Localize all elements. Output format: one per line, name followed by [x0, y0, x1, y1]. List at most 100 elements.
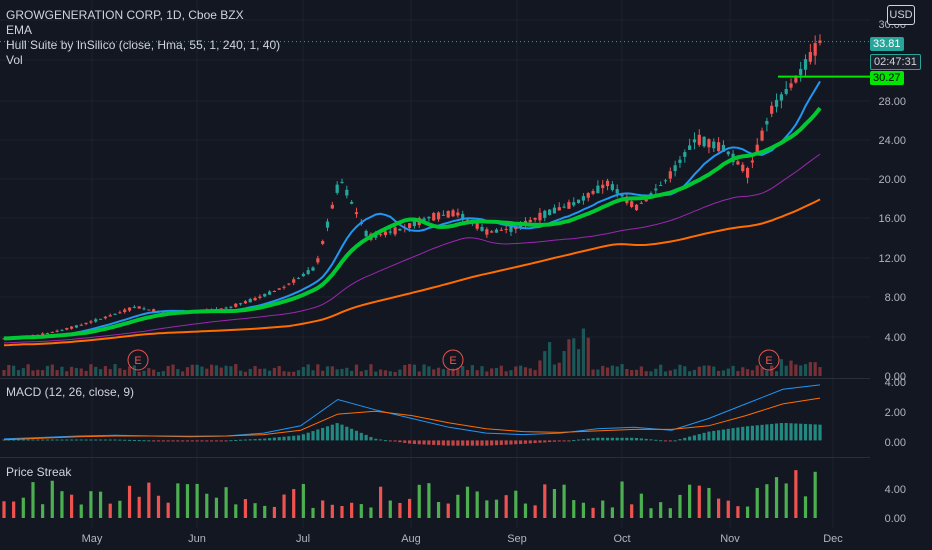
price-candle — [475, 223, 479, 229]
time-axis-tick: Jul — [296, 533, 310, 545]
streak-bar — [234, 504, 238, 518]
earnings-marker[interactable] — [127, 349, 149, 371]
macd-histogram-bar — [41, 439, 45, 441]
macd-histogram-bar — [499, 440, 503, 445]
time-axis-tick: Oct — [613, 533, 630, 545]
sma-purple-line — [3, 153, 821, 344]
volume-bar — [345, 367, 349, 376]
symbol-title[interactable]: GROWGENERATION CORP, 1D, Cboe BZX — [6, 8, 244, 22]
pane-separator-macd[interactable] — [0, 378, 870, 379]
sma-orange-line — [3, 198, 821, 347]
earnings-marker-label: E — [134, 355, 141, 367]
macd-histogram-bar — [84, 439, 88, 441]
streak-bar — [774, 477, 779, 518]
price-candle — [721, 144, 726, 152]
price-candle — [108, 315, 112, 317]
macd-histogram-bar — [707, 431, 711, 441]
macd-histogram-bar — [557, 440, 561, 442]
volume-bar — [731, 365, 735, 376]
volume-bar — [615, 366, 619, 376]
macd-histogram-bar — [712, 430, 716, 441]
currency-button[interactable]: USD — [887, 5, 915, 25]
volume-bar — [533, 370, 537, 376]
streak-bar — [465, 486, 470, 518]
streak-bar — [21, 497, 25, 518]
macd-histogram-bar — [779, 423, 783, 441]
macd-histogram-bar — [528, 440, 532, 444]
price-candle — [552, 207, 557, 214]
volume-bar — [364, 370, 368, 376]
volume-bar — [243, 371, 248, 376]
macd-histogram-bar — [688, 436, 692, 441]
price-candle — [446, 210, 450, 218]
macd-histogram-bar — [253, 439, 257, 441]
price-candle — [813, 43, 817, 56]
price-candle — [388, 231, 392, 233]
macd-histogram-bar — [480, 440, 484, 446]
chart-legend: GROWGENERATION CORP, 1D, Cboe BZX EMA Hu… — [6, 8, 280, 68]
price-candle — [65, 328, 69, 330]
price-candle — [287, 283, 291, 285]
macd-histogram-bar — [625, 437, 629, 441]
volume-bar — [379, 369, 383, 376]
volume-bar — [654, 368, 658, 376]
volume-bar — [557, 362, 561, 376]
volume-bar — [16, 370, 21, 376]
price-candle — [605, 180, 610, 187]
volume-bar — [156, 371, 161, 376]
streak-bar — [224, 487, 228, 518]
pane-separator-streak[interactable] — [0, 457, 870, 458]
macd-histogram-bar — [69, 439, 74, 441]
volume-bar — [461, 366, 465, 376]
earnings-marker[interactable] — [758, 349, 780, 371]
macd-histogram-bar — [108, 439, 112, 441]
ema-indicator-label[interactable]: EMA — [6, 23, 33, 37]
price-candle — [436, 212, 441, 220]
macd-histogram-bar — [605, 437, 610, 441]
volume-bar — [649, 371, 653, 376]
macd-histogram-bar — [21, 439, 25, 441]
price-candle — [745, 167, 750, 178]
price-candle — [69, 326, 74, 329]
macd-histogram-bar — [340, 424, 344, 441]
macd-histogram-bar — [581, 439, 586, 441]
volume-bar — [214, 365, 219, 376]
volume-bar — [321, 370, 325, 376]
volume-bar — [427, 366, 431, 376]
macd-histogram-bar — [65, 439, 69, 441]
price-candle — [770, 105, 774, 114]
price-candle — [74, 325, 79, 328]
price-candle — [243, 301, 248, 304]
volume-bar — [108, 369, 112, 376]
volume-bar — [576, 349, 581, 376]
streak-bar — [282, 494, 286, 518]
price-candle — [354, 212, 359, 215]
price-candle — [238, 303, 243, 305]
volume-indicator-label[interactable]: Vol — [6, 53, 23, 67]
price-candle — [427, 216, 431, 219]
price-candle — [567, 202, 571, 209]
streak-bar — [2, 501, 6, 518]
earnings-marker[interactable] — [442, 349, 464, 371]
price-candle — [325, 221, 330, 228]
price-candle — [253, 297, 257, 301]
macd-histogram-bar — [364, 434, 368, 441]
volume-bar — [263, 368, 267, 376]
macd-pane-title[interactable]: MACD (12, 26, close, 9) — [6, 385, 135, 399]
volume-bar — [668, 370, 672, 376]
macd-histogram-bar — [422, 440, 426, 445]
volume-bar — [596, 369, 600, 376]
price-streak-pane-title[interactable]: Price Streak — [6, 465, 72, 479]
volume-bar — [210, 364, 214, 376]
macd-histogram-bar — [644, 438, 648, 441]
price-candle — [113, 313, 117, 315]
volume-bar — [519, 365, 523, 376]
streak-bar — [407, 498, 412, 518]
streak-bar — [79, 504, 83, 518]
macd-histogram-bar — [663, 440, 668, 442]
hull-suite-indicator-label[interactable]: Hull Suite by InSilico (close, Hma, 55, … — [6, 38, 281, 52]
volume-bar — [707, 365, 711, 376]
macd-histogram-bar — [292, 435, 296, 441]
time-axis-tick: May — [82, 533, 103, 545]
